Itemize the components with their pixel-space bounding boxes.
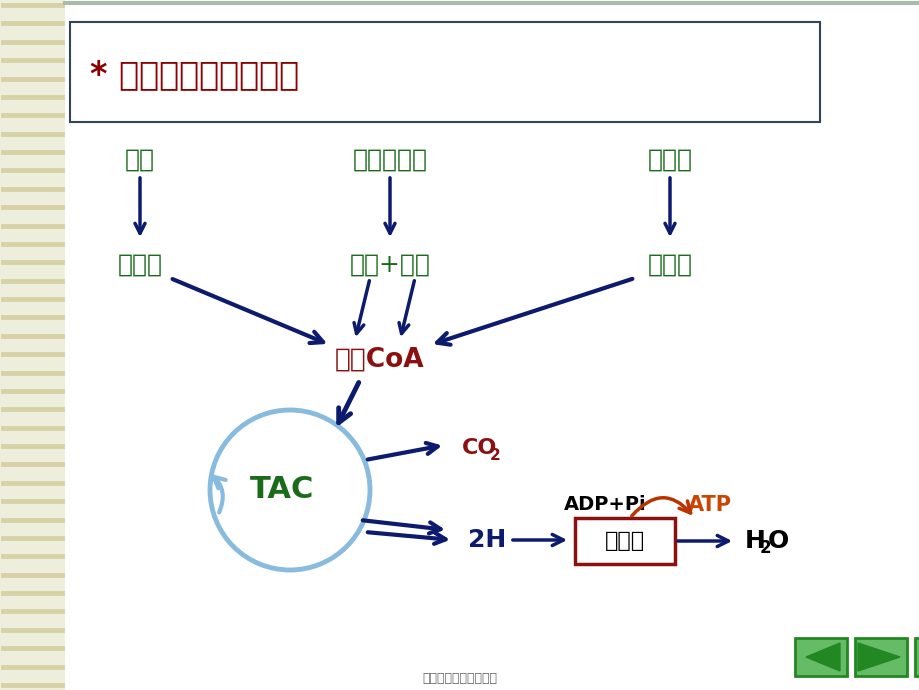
Text: O: O xyxy=(767,529,789,553)
Polygon shape xyxy=(805,643,839,671)
Text: 葡萄糖: 葡萄糖 xyxy=(118,253,163,277)
Bar xyxy=(574,518,675,564)
Text: 氨基酸: 氨基酸 xyxy=(647,253,692,277)
Polygon shape xyxy=(857,643,899,671)
Text: 脂酸+甘油: 脂酸+甘油 xyxy=(349,253,430,277)
Bar xyxy=(794,638,846,676)
Text: * 生物氧化的一般过程: * 生物氧化的一般过程 xyxy=(90,59,299,92)
Text: 第四页，共五十八页。: 第四页，共五十八页。 xyxy=(422,671,497,684)
Bar xyxy=(70,22,819,122)
Text: 2: 2 xyxy=(490,448,500,464)
Text: 糖原: 糖原 xyxy=(125,148,154,172)
Text: H: H xyxy=(744,529,765,553)
Text: ADP+Pi: ADP+Pi xyxy=(563,495,646,515)
Text: 乙酰CoA: 乙酰CoA xyxy=(335,347,425,373)
Text: 2H: 2H xyxy=(468,528,505,552)
Text: ATP: ATP xyxy=(687,495,732,515)
Text: CO: CO xyxy=(461,438,497,458)
Bar xyxy=(854,638,906,676)
Text: TAC: TAC xyxy=(250,475,314,504)
Text: 蛋白质: 蛋白质 xyxy=(647,148,692,172)
Text: 三酯酰甘油: 三酯酰甘油 xyxy=(352,148,427,172)
Text: 呼吸链: 呼吸链 xyxy=(605,531,644,551)
Bar xyxy=(914,638,919,676)
Bar xyxy=(0,0,65,690)
Text: 2: 2 xyxy=(759,539,771,557)
